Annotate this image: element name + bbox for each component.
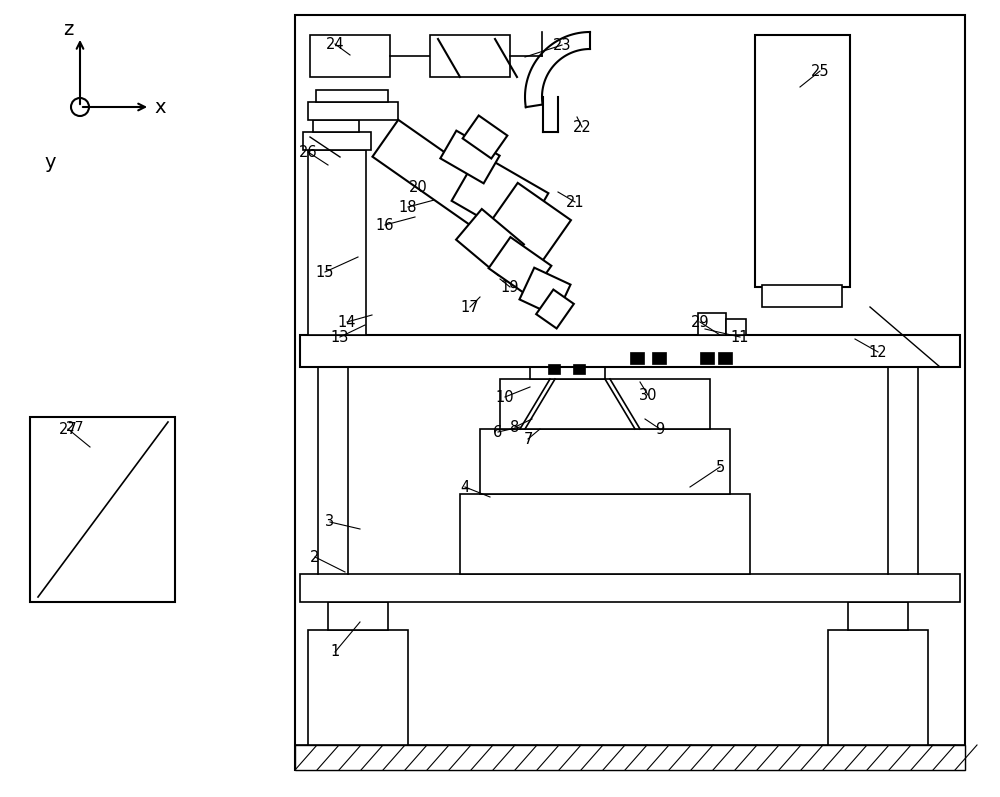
Text: 22: 22: [573, 120, 591, 135]
Text: 29: 29: [691, 315, 709, 329]
Text: x: x: [154, 97, 166, 116]
Bar: [828, 630, 928, 745]
Bar: [698, 313, 726, 335]
Text: 16: 16: [376, 218, 394, 233]
Bar: [316, 90, 388, 102]
Text: 3: 3: [325, 515, 335, 529]
Polygon shape: [489, 237, 551, 297]
Bar: [30, 417, 175, 602]
Text: 24: 24: [326, 37, 344, 52]
Polygon shape: [372, 120, 538, 254]
Text: 2: 2: [310, 549, 320, 564]
Bar: [718, 352, 732, 364]
Text: 20: 20: [409, 179, 427, 194]
Text: z: z: [63, 19, 73, 38]
Polygon shape: [489, 183, 571, 261]
Bar: [308, 102, 398, 120]
Bar: [548, 364, 560, 374]
Bar: [295, 745, 965, 770]
Bar: [573, 364, 585, 374]
Text: 30: 30: [639, 387, 657, 402]
Text: 8: 8: [510, 419, 520, 434]
Text: 21: 21: [566, 194, 584, 210]
Text: 26: 26: [299, 144, 317, 159]
Text: 5: 5: [715, 460, 725, 474]
Polygon shape: [463, 116, 507, 159]
Bar: [480, 429, 730, 494]
Bar: [700, 352, 714, 364]
Text: 27: 27: [59, 422, 77, 437]
Text: 6: 6: [493, 425, 503, 439]
Bar: [540, 342, 595, 357]
Bar: [313, 120, 359, 132]
Text: 19: 19: [501, 280, 519, 295]
Polygon shape: [519, 268, 571, 316]
Text: 17: 17: [461, 300, 479, 315]
Text: 9: 9: [655, 422, 665, 437]
Bar: [630, 352, 644, 364]
Bar: [310, 35, 390, 77]
Text: 25: 25: [811, 64, 829, 78]
Bar: [848, 602, 908, 630]
Bar: [308, 150, 366, 335]
Bar: [755, 35, 850, 287]
Bar: [652, 352, 666, 364]
Bar: [726, 319, 746, 335]
Polygon shape: [440, 131, 500, 183]
Text: 1: 1: [330, 645, 340, 659]
Text: 15: 15: [316, 265, 334, 280]
Text: 13: 13: [331, 329, 349, 344]
Bar: [460, 494, 750, 574]
Text: 11: 11: [731, 329, 749, 344]
Text: 18: 18: [399, 199, 417, 214]
Text: 14: 14: [338, 315, 356, 329]
Bar: [530, 357, 605, 379]
Bar: [300, 574, 960, 602]
Text: 10: 10: [496, 390, 514, 405]
Bar: [300, 335, 960, 367]
Bar: [295, 15, 965, 770]
Bar: [303, 132, 371, 150]
Polygon shape: [536, 289, 574, 328]
Bar: [430, 35, 510, 77]
Text: 23: 23: [553, 37, 571, 53]
Polygon shape: [456, 209, 524, 275]
Text: 12: 12: [869, 344, 887, 359]
Text: y: y: [44, 152, 56, 171]
Text: 7: 7: [523, 431, 533, 446]
Bar: [500, 379, 710, 429]
Bar: [308, 630, 408, 745]
Polygon shape: [452, 153, 548, 241]
Text: 27: 27: [66, 420, 84, 434]
Bar: [762, 285, 842, 307]
Bar: [328, 602, 388, 630]
Text: 4: 4: [460, 480, 470, 494]
